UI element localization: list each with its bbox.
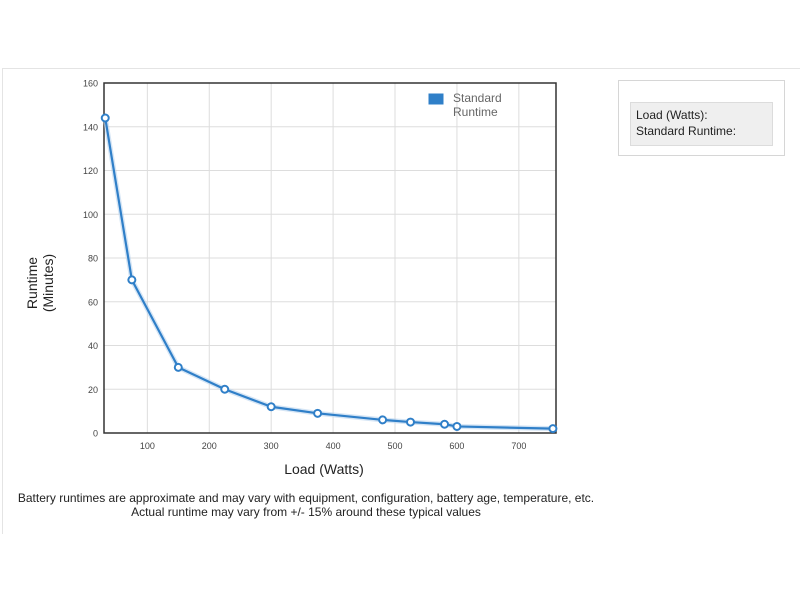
y-tick-label: 140 [83, 122, 98, 132]
y-tick-label: 120 [83, 166, 98, 176]
load-watts-label: Load (Watts): [636, 108, 708, 122]
data-point[interactable] [405, 417, 415, 427]
standard-runtime-label: Standard Runtime: [636, 124, 737, 138]
legend[interactable]: Standard Runtime [427, 91, 502, 119]
disclaimer-line-2: Actual runtime may vary from +/- 15% aro… [131, 505, 481, 519]
y-tick-labels: 0 20 40 60 80 100 120 140 160 [83, 79, 98, 439]
y-tick-label: 0 [93, 429, 98, 439]
x-tick-labels: 100 200 300 400 500 600 700 [140, 441, 527, 451]
data-point[interactable] [548, 424, 558, 434]
grid-layer [104, 82, 556, 434]
x-tick-label: 200 [202, 441, 217, 451]
x-tick-label: 700 [511, 441, 526, 451]
data-point[interactable] [378, 415, 388, 425]
y-tick-label: 80 [88, 254, 98, 264]
legend-label-line-1: Standard [453, 91, 502, 105]
data-point[interactable] [127, 275, 137, 285]
y-tick-label: 40 [88, 341, 98, 351]
data-point[interactable] [173, 362, 183, 372]
y-tick-label: 60 [88, 297, 98, 307]
x-tick-label: 300 [264, 441, 279, 451]
legend-label-line-2: Runtime [453, 105, 498, 119]
y-tick-label: 160 [83, 79, 98, 89]
plot-frame [103, 82, 557, 434]
data-point[interactable] [266, 402, 276, 412]
data-point[interactable] [220, 384, 230, 394]
data-point[interactable] [440, 419, 450, 429]
data-point[interactable] [313, 408, 323, 418]
y-axis-label-line-2: (Minutes) [40, 254, 56, 312]
chart-panel [2, 68, 800, 534]
x-tick-label: 500 [387, 441, 402, 451]
hover-info-box: Load (Watts): Standard Runtime: [618, 80, 785, 156]
y-tick-label: 100 [83, 210, 98, 220]
x-tick-label: 400 [326, 441, 341, 451]
data-point[interactable] [452, 421, 462, 431]
x-axis-label: Load (Watts) [284, 461, 364, 477]
hover-info-content: Load (Watts): Standard Runtime: [630, 102, 773, 146]
y-axis-label-line-1: Runtime [24, 257, 40, 309]
x-tick-label: 100 [140, 441, 155, 451]
y-tick-label: 20 [88, 385, 98, 395]
points-layer [100, 113, 558, 434]
disclaimer-line-1: Battery runtimes are approximate and may… [17, 491, 595, 505]
data-point[interactable] [100, 113, 110, 123]
x-tick-label: 600 [449, 441, 464, 451]
legend-swatch [427, 92, 445, 106]
